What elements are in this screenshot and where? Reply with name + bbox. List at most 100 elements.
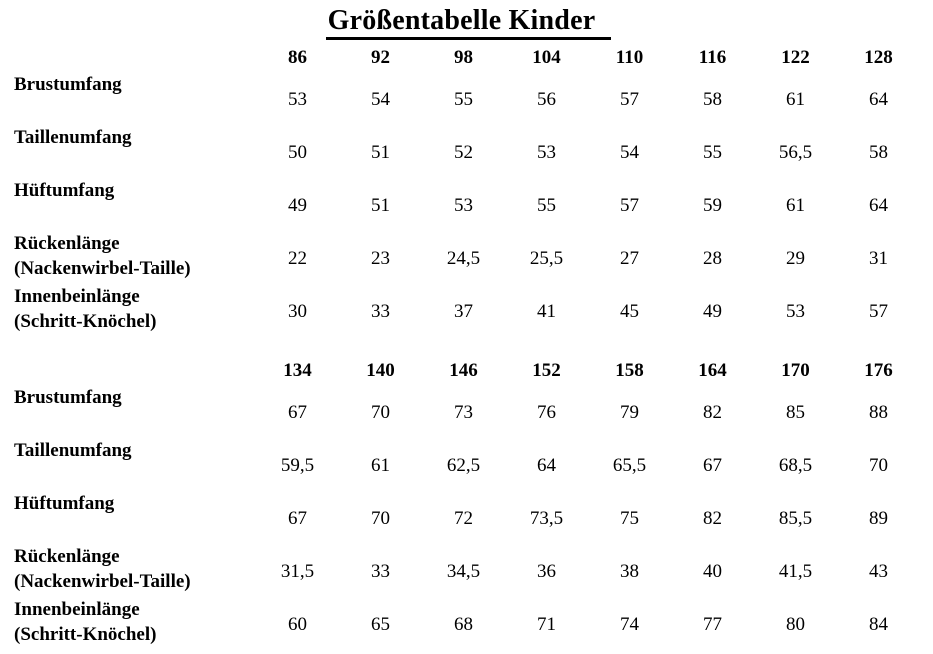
measurement-value: 67: [288, 508, 307, 530]
measurement-sublabel: (Schritt-Knöchel): [14, 311, 157, 333]
size-header: 98: [454, 47, 473, 69]
measurement-value: 73: [454, 402, 473, 424]
measurement-value: 33: [371, 301, 390, 323]
measurement-label-cell: Innenbeinlänge (Schritt-Knöchel): [14, 283, 256, 336]
measurement-value: 45: [620, 301, 639, 323]
measurement-value: 64: [869, 89, 888, 111]
measurement-value: 52: [454, 142, 473, 164]
measurement-row: Rückenlänge (Nackenwirbel-Taille) 31,5 33 34…: [14, 543, 920, 596]
measurement-value: 50: [288, 142, 307, 164]
measurement-value: 55: [703, 142, 722, 164]
size-header: 134: [283, 360, 312, 382]
measurement-label: Taillenumfang: [14, 440, 132, 462]
measurement-row: Hüftumfang 49 51 53 55 57 59 61 64: [14, 177, 920, 230]
measurement-label: Rückenlänge: [14, 233, 120, 255]
measurement-value: 65: [371, 614, 390, 636]
size-header-row: 86 92 98 104 110 116 122 128: [14, 44, 920, 71]
measurement-value: 89: [869, 508, 888, 530]
size-header: 170: [781, 360, 810, 382]
measurement-label-cell: Rückenlänge (Nackenwirbel-Taille): [14, 543, 256, 596]
block-spacer-row: [14, 336, 920, 357]
measurement-label-cell: Brustumfang: [14, 71, 256, 124]
measurement-value: 57: [620, 89, 639, 111]
measurement-value: 53: [786, 301, 805, 323]
measurement-value: 82: [703, 402, 722, 424]
measurement-label-cell: Hüftumfang: [14, 177, 256, 230]
measurement-value: 85,5: [778, 508, 813, 530]
measurement-label: Hüftumfang: [14, 493, 115, 515]
measurement-value: 56: [537, 89, 556, 111]
measurement-value: 31: [869, 248, 888, 270]
size-header: 86: [288, 47, 307, 69]
size-header: 116: [698, 47, 727, 69]
measurement-value: 61: [786, 89, 805, 111]
size-header: 104: [532, 47, 561, 69]
measurement-label: Hüftumfang: [14, 180, 115, 202]
measurement-label-cell: Brustumfang: [14, 384, 256, 437]
measurement-row: Innenbeinlänge (Schritt-Knöchel) 30 33 37 41 4…: [14, 283, 920, 336]
size-header: 128: [864, 47, 893, 69]
corner-cell: [14, 44, 256, 71]
measurement-value: 37: [454, 301, 473, 323]
measurement-value: 62,5: [446, 455, 481, 477]
measurement-label-cell: Taillenumfang: [14, 437, 256, 490]
measurement-value: 24,5: [446, 248, 481, 270]
measurement-label-cell: Hüftumfang: [14, 490, 256, 543]
measurement-value: 79: [620, 402, 639, 424]
measurement-value: 28: [703, 248, 722, 270]
measurement-label: Innenbeinlänge: [14, 599, 140, 621]
size-header: 92: [371, 47, 390, 69]
measurement-value: 64: [537, 455, 556, 477]
measurement-value: 34,5: [446, 561, 481, 583]
measurement-row: Brustumfang 53 54 55 56 57 58 61 64: [14, 71, 920, 124]
measurement-value: 64: [869, 195, 888, 217]
measurement-value: 54: [620, 142, 639, 164]
size-header: 176: [864, 360, 893, 382]
measurement-value: 49: [703, 301, 722, 323]
page-title: Größentabelle Kinder: [325, 5, 612, 41]
measurement-value: 70: [371, 402, 390, 424]
measurement-value: 41: [537, 301, 556, 323]
measurement-value: 22: [288, 248, 307, 270]
size-table: 86 92 98 104 110 116 122 128 Brustumfang 53 54 55 56…: [14, 44, 920, 649]
measurement-value: 51: [371, 142, 390, 164]
measurement-sublabel: (Nackenwirbel-Taille): [14, 571, 191, 593]
measurement-value: 29: [786, 248, 805, 270]
measurement-value: 53: [454, 195, 473, 217]
measurement-value: 40: [703, 561, 722, 583]
measurement-row: Hüftumfang 67 70 72 73,5 75 82 85,5 89: [14, 490, 920, 543]
measurement-value: 54: [371, 89, 390, 111]
measurement-value: 80: [786, 614, 805, 636]
measurement-value: 61: [786, 195, 805, 217]
measurement-value: 88: [869, 402, 888, 424]
measurement-label-cell: Taillenumfang: [14, 124, 256, 177]
measurement-row: Taillenumfang 50 51 52 53 54 55 56,5 58: [14, 124, 920, 177]
measurement-value: 55: [537, 195, 556, 217]
measurement-value: 65,5: [612, 455, 647, 477]
size-header: 164: [698, 360, 727, 382]
size-header: 152: [532, 360, 561, 382]
measurement-label-cell: Rückenlänge (Nackenwirbel-Taille): [14, 230, 256, 283]
measurement-value: 53: [537, 142, 556, 164]
size-header: 158: [615, 360, 644, 382]
measurement-value: 58: [869, 142, 888, 164]
size-header: 146: [449, 360, 478, 382]
measurement-value: 57: [620, 195, 639, 217]
measurement-row: Rückenlänge (Nackenwirbel-Taille) 22 23 24,5…: [14, 230, 920, 283]
measurement-label: Innenbeinlänge: [14, 286, 140, 308]
measurement-value: 76: [537, 402, 556, 424]
measurement-label: Brustumfang: [14, 74, 122, 96]
measurement-value: 84: [869, 614, 888, 636]
size-header: 122: [781, 47, 810, 69]
measurement-value: 51: [371, 195, 390, 217]
measurement-label: Taillenumfang: [14, 127, 132, 149]
size-header: 110: [615, 47, 644, 69]
block-spacer-cell: [14, 336, 920, 357]
measurement-value: 61: [371, 455, 390, 477]
measurement-label: Brustumfang: [14, 387, 122, 409]
measurement-value: 27: [620, 248, 639, 270]
measurement-value: 74: [620, 614, 639, 636]
measurement-label: Rückenlänge: [14, 546, 120, 568]
measurement-value: 73,5: [529, 508, 564, 530]
